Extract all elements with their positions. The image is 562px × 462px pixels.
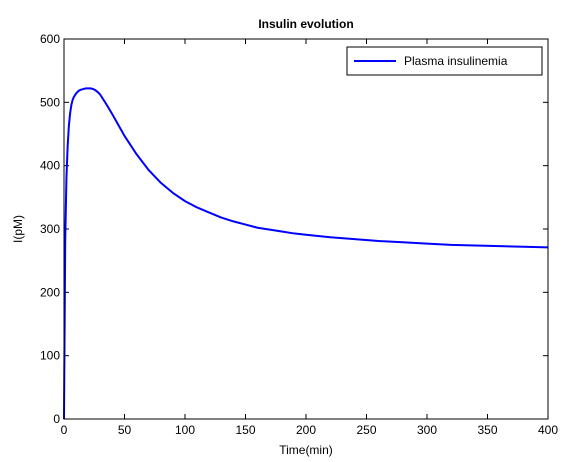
y-axis-label: I(pM) — [11, 215, 25, 243]
x-tick-label: 300 — [417, 423, 437, 437]
y-tick-label: 400 — [40, 159, 60, 173]
legend-label-plasma-insulinemia: Plasma insulinemia — [404, 54, 508, 68]
plot-area-background — [64, 39, 548, 419]
x-tick-label: 400 — [538, 423, 558, 437]
y-tick-labels: 0 100 200 300 400 500 600 — [40, 32, 60, 426]
legend: Plasma insulinemia — [346, 46, 543, 76]
x-tick-label: 350 — [477, 423, 497, 437]
x-tick-label: 100 — [175, 423, 195, 437]
series-layer — [63, 87, 549, 420]
chart-title: Insulin evolution — [258, 17, 353, 31]
y-tick-label: 200 — [40, 285, 60, 299]
x-tick-label: 50 — [118, 423, 132, 437]
x-tick-label: 250 — [356, 423, 376, 437]
series-line-plasma-insulinemia — [63, 87, 549, 420]
x-tick-label: 0 — [61, 423, 68, 437]
x-axis-label: Time(min) — [279, 443, 333, 457]
x-tick-label: 200 — [296, 423, 316, 437]
x-tick-labels: 0 50 100 150 200 250 300 350 400 — [61, 423, 559, 437]
y-tick-label: 600 — [40, 32, 60, 46]
y-tick-label: 0 — [53, 412, 60, 426]
plot-area-border — [63, 38, 549, 420]
x-tick-label: 150 — [235, 423, 255, 437]
y-tick-label: 300 — [40, 222, 60, 236]
y-tick-label: 500 — [40, 95, 60, 109]
y-tick-label: 100 — [40, 349, 60, 363]
